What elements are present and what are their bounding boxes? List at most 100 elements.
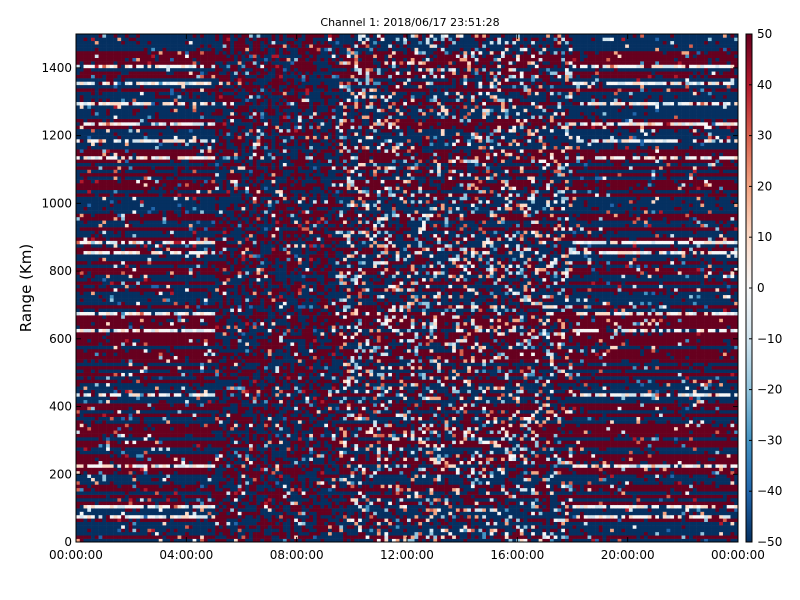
heatmap-cell <box>155 37 159 41</box>
heatmap-cell <box>178 112 182 116</box>
heatmap-cell <box>125 390 129 394</box>
heatmap-cell <box>114 210 118 214</box>
heatmap-cell <box>140 58 144 62</box>
heatmap-cell <box>174 325 178 329</box>
heatmap-cell <box>140 359 144 363</box>
heatmap-cell <box>151 261 155 265</box>
heatmap-cell <box>144 139 148 143</box>
heatmap-cell <box>144 41 148 45</box>
heatmap-cell <box>129 329 133 333</box>
heatmap-cell <box>125 37 129 41</box>
heatmap-cell <box>132 352 136 356</box>
heatmap-cell <box>193 457 197 461</box>
heatmap-cell <box>76 230 80 234</box>
heatmap-cell <box>178 183 182 187</box>
heatmap-cell <box>144 64 148 68</box>
heatmap-cell <box>132 186 136 190</box>
heatmap-cell <box>117 64 121 68</box>
heatmap-cell <box>91 227 95 231</box>
heatmap-cell <box>76 234 80 238</box>
heatmap-cell <box>147 393 151 397</box>
heatmap-cell <box>166 447 170 451</box>
heatmap-cell <box>76 522 80 526</box>
heatmap-cell <box>166 261 170 265</box>
heatmap-cell <box>163 288 167 292</box>
heatmap-cell <box>110 176 114 180</box>
heatmap-cell <box>106 352 110 356</box>
heatmap-cell <box>140 295 144 299</box>
heatmap-cell <box>181 359 185 363</box>
heatmap-cell <box>147 98 151 102</box>
heatmap-cell <box>181 129 185 133</box>
heatmap-cell <box>170 85 174 89</box>
heatmap-cell <box>110 535 114 539</box>
heatmap-cell <box>200 508 204 512</box>
heatmap-cell <box>178 278 182 282</box>
heatmap-cell <box>117 437 121 441</box>
heatmap-cell <box>114 363 118 367</box>
heatmap-cell <box>140 427 144 431</box>
heatmap-cell <box>136 44 140 48</box>
heatmap-cell <box>140 88 144 92</box>
heatmap-cell <box>110 197 114 201</box>
heatmap-cell <box>189 149 193 153</box>
heatmap-cell <box>114 64 118 68</box>
heatmap-cell <box>174 85 178 89</box>
heatmap-cell <box>95 457 99 461</box>
heatmap-cell <box>99 312 103 316</box>
heatmap-cell <box>110 159 114 163</box>
heatmap-cell <box>174 122 178 126</box>
heatmap-cell <box>125 224 129 228</box>
heatmap-cell <box>189 186 193 190</box>
heatmap-cell <box>193 440 197 444</box>
heatmap-cell <box>129 105 133 109</box>
heatmap-cell <box>174 224 178 228</box>
heatmap-cell <box>91 454 95 458</box>
heatmap-cell <box>178 41 182 45</box>
heatmap-cell <box>159 434 163 438</box>
heatmap-cell <box>99 48 103 52</box>
heatmap-cell <box>144 58 148 62</box>
heatmap-cell <box>106 373 110 377</box>
heatmap-cell <box>106 437 110 441</box>
heatmap-cell <box>110 363 114 367</box>
heatmap-cell <box>117 180 121 184</box>
heatmap-cell <box>140 64 144 68</box>
heatmap-cell <box>196 383 200 387</box>
heatmap-cell <box>170 512 174 516</box>
heatmap-cell <box>185 176 189 180</box>
heatmap-cell <box>110 498 114 502</box>
heatmap-cell <box>132 95 136 99</box>
heatmap-cell <box>159 75 163 79</box>
heatmap-cell <box>84 410 88 414</box>
heatmap-cell <box>132 51 136 55</box>
heatmap-cell <box>151 109 155 113</box>
heatmap-cell <box>196 166 200 170</box>
heatmap-cell <box>185 258 189 262</box>
heatmap-cell <box>76 58 80 62</box>
heatmap-cell <box>159 302 163 306</box>
heatmap-cell <box>132 339 136 343</box>
heatmap-cell <box>159 329 163 333</box>
heatmap-cell <box>84 390 88 394</box>
heatmap-cell <box>193 247 197 251</box>
heatmap-cell <box>80 461 84 465</box>
heatmap-cell <box>129 37 133 41</box>
heatmap-cell <box>99 451 103 455</box>
heatmap-cell <box>155 251 159 255</box>
heatmap-cell <box>87 203 91 207</box>
heatmap-cell <box>121 522 125 526</box>
heatmap-cell <box>114 220 118 224</box>
heatmap-cell <box>151 207 155 211</box>
heatmap-cell <box>189 325 193 329</box>
heatmap-cell <box>144 244 148 248</box>
heatmap-cell <box>106 484 110 488</box>
heatmap-cell <box>155 180 159 184</box>
heatmap-cell <box>91 258 95 262</box>
heatmap-cell <box>189 220 193 224</box>
heatmap-cell <box>121 217 125 221</box>
heatmap-cell <box>181 430 185 434</box>
heatmap-cell <box>181 139 185 143</box>
heatmap-cell <box>106 305 110 309</box>
heatmap-cell <box>196 64 200 68</box>
